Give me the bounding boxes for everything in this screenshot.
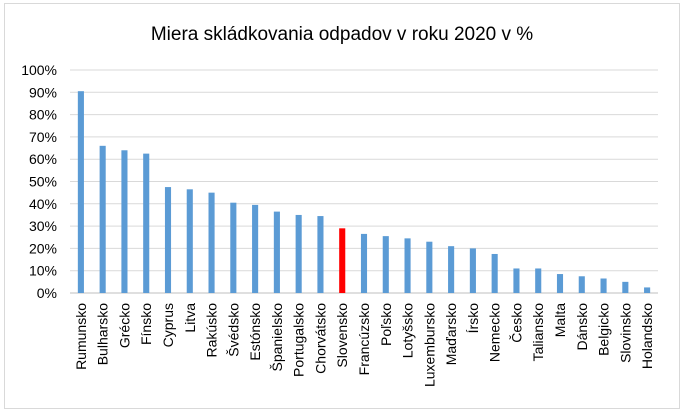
bar [208, 192, 215, 293]
x-tick-label: Francúzsko [356, 303, 372, 376]
x-tick-label: Španielsko [269, 303, 285, 372]
y-tick-label: 80% [29, 107, 57, 123]
bar [143, 153, 150, 293]
bar [230, 202, 237, 293]
y-tick-label: 40% [29, 196, 57, 212]
x-tick-label: Estónsko [247, 303, 263, 361]
bar [469, 248, 476, 293]
x-tick-label: Malta [552, 303, 568, 337]
y-tick-label: 90% [29, 84, 57, 100]
bar [295, 214, 302, 293]
x-axis-labels: Rumunsko Bulharsko Grécko Fínsko Cyprus Litva… [73, 303, 655, 387]
x-tick-label: Portugalsko [291, 303, 307, 377]
x-tick-label: Cyprus [160, 303, 176, 347]
y-tick-label: 70% [29, 129, 57, 145]
x-tick-label: Bulharsko [95, 303, 111, 365]
x-tick-label: Holandsko [639, 303, 655, 369]
chart-title: Miera skládkovania odpadov v roku 2020 v… [151, 24, 533, 45]
x-tick-label: Grécko [116, 303, 132, 348]
bar [491, 253, 498, 293]
bar [99, 145, 106, 293]
bar [77, 91, 84, 293]
bar [164, 187, 172, 293]
bar [448, 246, 455, 293]
y-tick-label: 0% [37, 285, 57, 301]
x-tick-label: Rumunsko [73, 303, 89, 370]
bar [644, 287, 651, 293]
bar [339, 228, 346, 293]
bar [360, 233, 368, 293]
y-tick-label: 30% [29, 218, 57, 234]
x-tick-label: Nemecko [487, 303, 503, 362]
x-tick-label: Chorvátsko [312, 303, 328, 374]
x-tick-label: Švédsko [225, 303, 241, 357]
x-tick-label: Belgicko [596, 303, 612, 356]
y-tick-label: 60% [29, 151, 57, 167]
bars [77, 91, 651, 293]
x-tick-label: Slovensko [334, 303, 350, 368]
bar [513, 268, 520, 293]
x-tick-label: Rakúsko [204, 303, 220, 358]
y-tick-label: 10% [29, 263, 57, 279]
bar [186, 189, 193, 293]
y-tick-label: 50% [29, 174, 57, 190]
x-tick-label: Poľsko [378, 303, 394, 346]
bar [382, 236, 389, 293]
y-tick-label: 20% [29, 240, 57, 256]
y-tick-label: 100% [21, 62, 57, 78]
x-tick-label: Taliansko [530, 303, 546, 362]
x-tick-label: Luxembursko [421, 303, 437, 387]
bar [622, 281, 629, 293]
x-tick-label: Írsko [465, 303, 481, 334]
bar [273, 211, 280, 293]
x-tick-label: Litva [182, 303, 198, 333]
bar [252, 204, 259, 293]
bar [426, 241, 433, 293]
x-tick-label: Fínsko [138, 303, 154, 345]
chart-frame [4, 3, 680, 409]
bar [404, 238, 411, 293]
x-tick-label: Slovinsko [617, 303, 633, 363]
bar [556, 274, 564, 293]
x-tick-label: Maďarsko [443, 303, 459, 366]
bar [535, 268, 542, 293]
x-tick-label: Dánsko [574, 303, 590, 351]
x-tick-label: Lotyšsko [400, 303, 416, 358]
bar [578, 276, 585, 293]
bar [121, 150, 128, 293]
x-tick-label: Česko [508, 303, 524, 343]
bar [600, 278, 607, 293]
y-axis-ticks: 0% 10% 20% 30% 40% 50% 60% 70% 80% 90% 100% [21, 62, 57, 301]
bar [317, 216, 324, 293]
